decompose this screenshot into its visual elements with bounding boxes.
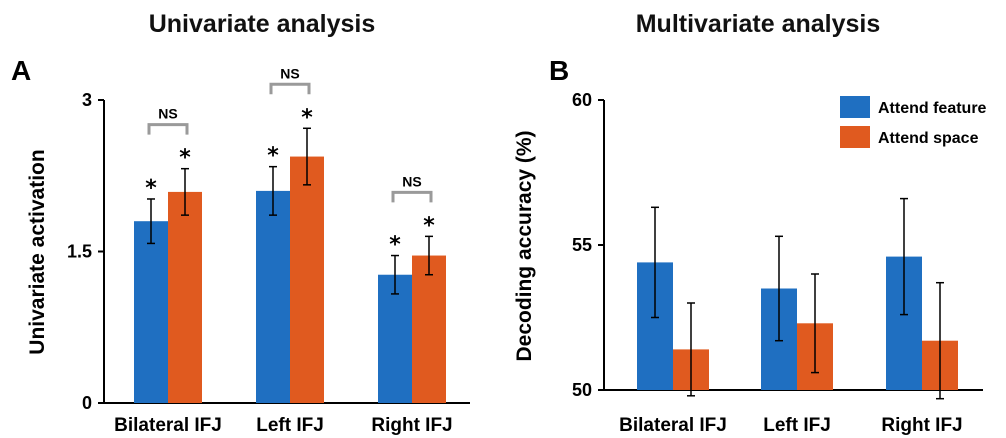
ns-label: NS — [280, 65, 299, 81]
multivariate-y-tick-label: 55 — [572, 235, 592, 255]
univariate-y-tick-label: 1.5 — [67, 242, 92, 262]
univariate-plot: 0 1.5 3 Bilateral IFJ * * NS Left IFJ * * NS Right … — [67, 65, 470, 436]
significance-star: * — [389, 233, 401, 258]
panel-a-label: A — [11, 55, 31, 86]
univariate-bar-attend-feature — [134, 221, 168, 403]
ns-label: NS — [158, 106, 177, 122]
significance-star: * — [145, 176, 157, 201]
univariate-bar-attend-space — [168, 191, 202, 403]
legend-label-attend-space: Attend space — [878, 130, 979, 147]
multivariate-category-label: Left IFJ — [763, 415, 831, 436]
multivariate-title: Multivariate analysis — [636, 10, 881, 38]
univariate-bar-attend-space — [412, 255, 446, 403]
univariate-category-label: Right IFJ — [371, 415, 452, 436]
multivariate-plot: 50 55 60 Bilateral IFJ Left IFJ Right IFJ — [572, 90, 983, 436]
significance-star: * — [267, 144, 279, 169]
legend: Attend feature Attend space — [840, 96, 987, 148]
univariate-bar-attend-space — [290, 156, 324, 403]
univariate-title: Univariate analysis — [149, 10, 376, 38]
univariate-y-tick-label: 3 — [82, 90, 92, 110]
ns-bracket — [391, 190, 433, 203]
multivariate-category-label: Right IFJ — [881, 415, 962, 436]
univariate-y-axis-label: Univariate activation — [26, 149, 49, 354]
legend-swatch-attend-feature — [840, 96, 870, 118]
ns-bracket — [147, 123, 189, 135]
significance-star: * — [423, 213, 435, 238]
multivariate-y-tick-label: 60 — [572, 90, 592, 110]
ns-bracket — [269, 82, 311, 95]
univariate-y-tick-label: 0 — [82, 393, 92, 413]
univariate-category-label: Left IFJ — [256, 415, 324, 436]
legend-swatch-attend-space — [840, 126, 870, 148]
legend-label-attend-feature: Attend feature — [878, 100, 987, 117]
univariate-bar-attend-feature — [256, 190, 290, 403]
univariate-bar-attend-feature — [378, 274, 412, 403]
multivariate-category-label: Bilateral IFJ — [619, 415, 727, 436]
significance-star: * — [301, 105, 313, 130]
multivariate-y-tick-label: 50 — [572, 380, 592, 400]
multivariate-y-axis-label: Decoding accuracy (%) — [513, 130, 536, 361]
ns-label: NS — [402, 173, 421, 189]
significance-star: * — [179, 146, 191, 171]
panel-b-label: B — [549, 55, 569, 86]
univariate-category-label: Bilateral IFJ — [114, 415, 222, 436]
